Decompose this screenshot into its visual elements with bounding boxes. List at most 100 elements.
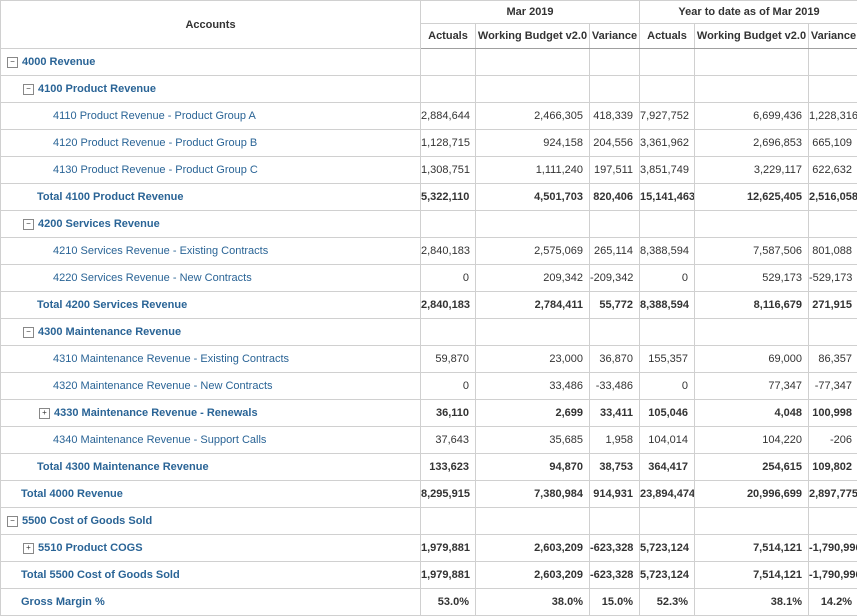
value-cell (421, 211, 476, 238)
value-cell: 15,141,463 (640, 184, 695, 211)
value-cell: 23,894,474 (640, 481, 695, 508)
value-cell: 0 (640, 373, 695, 400)
collapse-icon[interactable]: − (7, 57, 18, 68)
value-cell: 2,696,853 (695, 130, 809, 157)
value-cell: 8,116,679 (695, 292, 809, 319)
value-cell: 1,979,881 (421, 535, 476, 562)
value-cell: 5,723,124 (640, 535, 695, 562)
value-cell: 6,699,436 (695, 103, 809, 130)
value-cell: 914,931 (590, 481, 640, 508)
account-label[interactable]: Total 4100 Product Revenue (37, 191, 184, 203)
value-cell: -529,173 (809, 265, 857, 292)
account-label[interactable]: 5510 Product COGS (38, 542, 143, 554)
table-row: 4110 Product Revenue - Product Group A 2,… (1, 103, 857, 130)
value-cell (640, 211, 695, 238)
value-cell: 7,514,121 (695, 535, 809, 562)
account-label[interactable]: 4220 Services Revenue - New Contracts (53, 272, 252, 284)
value-cell: 2,840,183 (421, 238, 476, 265)
value-cell: 1,228,316 (809, 103, 857, 130)
value-cell: -623,328 (590, 562, 640, 589)
value-cell: 801,088 (809, 238, 857, 265)
value-cell (590, 76, 640, 103)
table-row: 4310 Maintenance Revenue - Existing Cont… (1, 346, 857, 373)
account-label[interactable]: 4110 Product Revenue - Product Group A (53, 110, 256, 122)
account-label[interactable]: 4320 Maintenance Revenue - New Contracts (53, 380, 273, 392)
table-row: Total 4200 Services Revenue2,840,1832,78… (1, 292, 857, 319)
collapse-icon[interactable]: − (23, 327, 34, 338)
value-cell (476, 76, 590, 103)
table-row: +4330 Maintenance Revenue - Renewals36,1… (1, 400, 857, 427)
value-cell: 197,511 (590, 157, 640, 184)
value-cell (640, 49, 695, 76)
value-cell: -209,342 (590, 265, 640, 292)
account-cell: +4330 Maintenance Revenue - Renewals (1, 400, 421, 427)
value-cell: 2,603,209 (476, 562, 590, 589)
value-cell (809, 508, 857, 535)
value-cell: 529,173 (695, 265, 809, 292)
account-label[interactable]: 4300 Maintenance Revenue (38, 326, 181, 338)
account-cell: 4120 Product Revenue - Product Group B (1, 130, 421, 157)
value-cell: 4,501,703 (476, 184, 590, 211)
value-cell: -206 (809, 427, 857, 454)
account-label[interactable]: Total 4300 Maintenance Revenue (37, 461, 209, 473)
value-cell: 36,110 (421, 400, 476, 427)
accounts-header: Accounts (1, 1, 421, 49)
table-row: Total 4000 Revenue8,295,9157,380,984914,… (1, 481, 857, 508)
value-cell: 5,723,124 (640, 562, 695, 589)
account-label[interactable]: Total 5500 Cost of Goods Sold (21, 569, 180, 581)
account-label[interactable]: 5500 Cost of Goods Sold (22, 515, 152, 527)
value-cell: 665,109 (809, 130, 857, 157)
account-label[interactable]: 4000 Revenue (22, 56, 95, 68)
value-cell: 254,615 (695, 454, 809, 481)
value-cell: 924,158 (476, 130, 590, 157)
account-cell: Total 4100 Product Revenue (1, 184, 421, 211)
account-label[interactable]: 4310 Maintenance Revenue - Existing Cont… (53, 353, 289, 365)
table-row: Total 5500 Cost of Goods Sold1,979,8812,… (1, 562, 857, 589)
account-label[interactable]: Total 4000 Revenue (21, 488, 123, 500)
collapse-icon[interactable]: − (23, 84, 34, 95)
value-cell: 59,870 (421, 346, 476, 373)
table-row: 4320 Maintenance Revenue - New Contracts… (1, 373, 857, 400)
value-cell: 2,516,058 (809, 184, 857, 211)
value-cell: -77,347 (809, 373, 857, 400)
value-cell: 1,308,751 (421, 157, 476, 184)
account-label[interactable]: 4200 Services Revenue (38, 218, 160, 230)
value-cell: 7,927,752 (640, 103, 695, 130)
value-cell (695, 76, 809, 103)
collapse-icon[interactable]: − (23, 219, 34, 230)
table-row: 4340 Maintenance Revenue - Support Calls… (1, 427, 857, 454)
value-cell: 94,870 (476, 454, 590, 481)
value-cell: 3,361,962 (640, 130, 695, 157)
value-cell: 155,357 (640, 346, 695, 373)
account-label[interactable]: Gross Margin % (21, 596, 105, 608)
value-cell: 2,466,305 (476, 103, 590, 130)
account-label[interactable]: 4100 Product Revenue (38, 83, 156, 95)
value-cell (476, 319, 590, 346)
collapse-icon[interactable]: − (7, 516, 18, 527)
value-cell: -1,790,996 (809, 535, 857, 562)
table-row: −4100 Product Revenue (1, 76, 857, 103)
value-cell (640, 76, 695, 103)
col-budget-1: Working Budget v2.0 (476, 24, 590, 49)
value-cell: 2,884,644 (421, 103, 476, 130)
value-cell: 1,128,715 (421, 130, 476, 157)
expand-icon[interactable]: + (39, 408, 50, 419)
value-cell (590, 211, 640, 238)
value-cell: 0 (421, 265, 476, 292)
account-label[interactable]: Total 4200 Services Revenue (37, 299, 187, 311)
value-cell: 418,339 (590, 103, 640, 130)
account-label[interactable]: 4120 Product Revenue - Product Group B (53, 137, 257, 149)
value-cell: 23,000 (476, 346, 590, 373)
account-label[interactable]: 4340 Maintenance Revenue - Support Calls (53, 434, 266, 446)
value-cell (476, 49, 590, 76)
value-cell (640, 319, 695, 346)
value-cell: 622,632 (809, 157, 857, 184)
value-cell (809, 49, 857, 76)
expand-icon[interactable]: + (23, 543, 34, 554)
value-cell: 8,295,915 (421, 481, 476, 508)
report-table: Accounts Mar 2019 Year to date as of Mar… (0, 0, 857, 616)
account-label[interactable]: 4130 Product Revenue - Product Group C (53, 164, 258, 176)
value-cell: 14.2% (809, 589, 857, 616)
account-label[interactable]: 4330 Maintenance Revenue - Renewals (54, 407, 258, 419)
account-label[interactable]: 4210 Services Revenue - Existing Contrac… (53, 245, 268, 257)
